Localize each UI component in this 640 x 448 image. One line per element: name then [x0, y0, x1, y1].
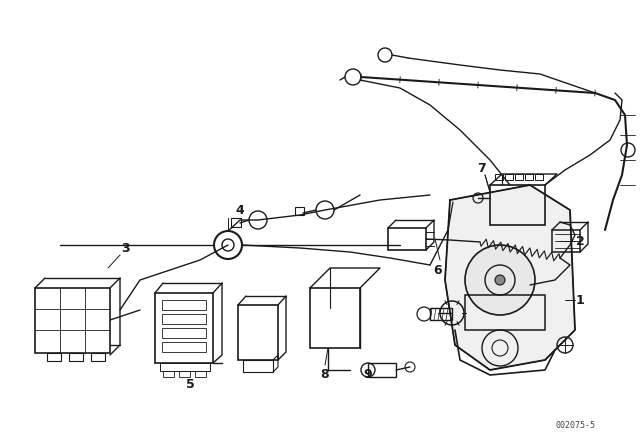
Bar — [162, 328, 206, 338]
Bar — [505, 174, 513, 180]
Bar — [495, 174, 503, 180]
Bar — [35, 288, 110, 353]
Text: 1: 1 — [575, 293, 584, 306]
Bar — [47, 353, 61, 361]
Bar — [310, 288, 360, 348]
Bar — [490, 185, 545, 225]
Bar — [465, 295, 545, 330]
Bar — [388, 228, 426, 250]
Polygon shape — [445, 185, 575, 370]
Bar — [238, 305, 278, 360]
Text: 4: 4 — [236, 203, 244, 216]
Bar — [430, 308, 452, 320]
Text: 9: 9 — [364, 369, 372, 382]
Bar — [163, 371, 174, 377]
Bar — [91, 353, 105, 361]
Bar — [243, 360, 273, 372]
Bar — [162, 314, 206, 324]
Bar — [155, 293, 213, 363]
Text: 002075-5: 002075-5 — [555, 421, 595, 430]
Bar — [69, 353, 83, 361]
Bar — [525, 174, 533, 180]
Text: 3: 3 — [121, 241, 129, 254]
Bar — [535, 174, 543, 180]
Bar — [179, 371, 190, 377]
Bar — [515, 174, 523, 180]
Text: 7: 7 — [477, 161, 486, 175]
Bar — [162, 342, 206, 352]
Bar — [295, 207, 304, 215]
Text: 8: 8 — [321, 369, 330, 382]
Bar — [231, 218, 241, 227]
Text: 2: 2 — [575, 234, 584, 247]
Bar — [195, 371, 206, 377]
Bar — [162, 300, 206, 310]
Text: 5: 5 — [186, 379, 195, 392]
Bar — [552, 230, 580, 252]
Circle shape — [465, 245, 535, 315]
Bar — [160, 363, 210, 371]
Circle shape — [495, 275, 505, 285]
Text: 6: 6 — [434, 263, 442, 276]
Bar — [368, 363, 396, 377]
